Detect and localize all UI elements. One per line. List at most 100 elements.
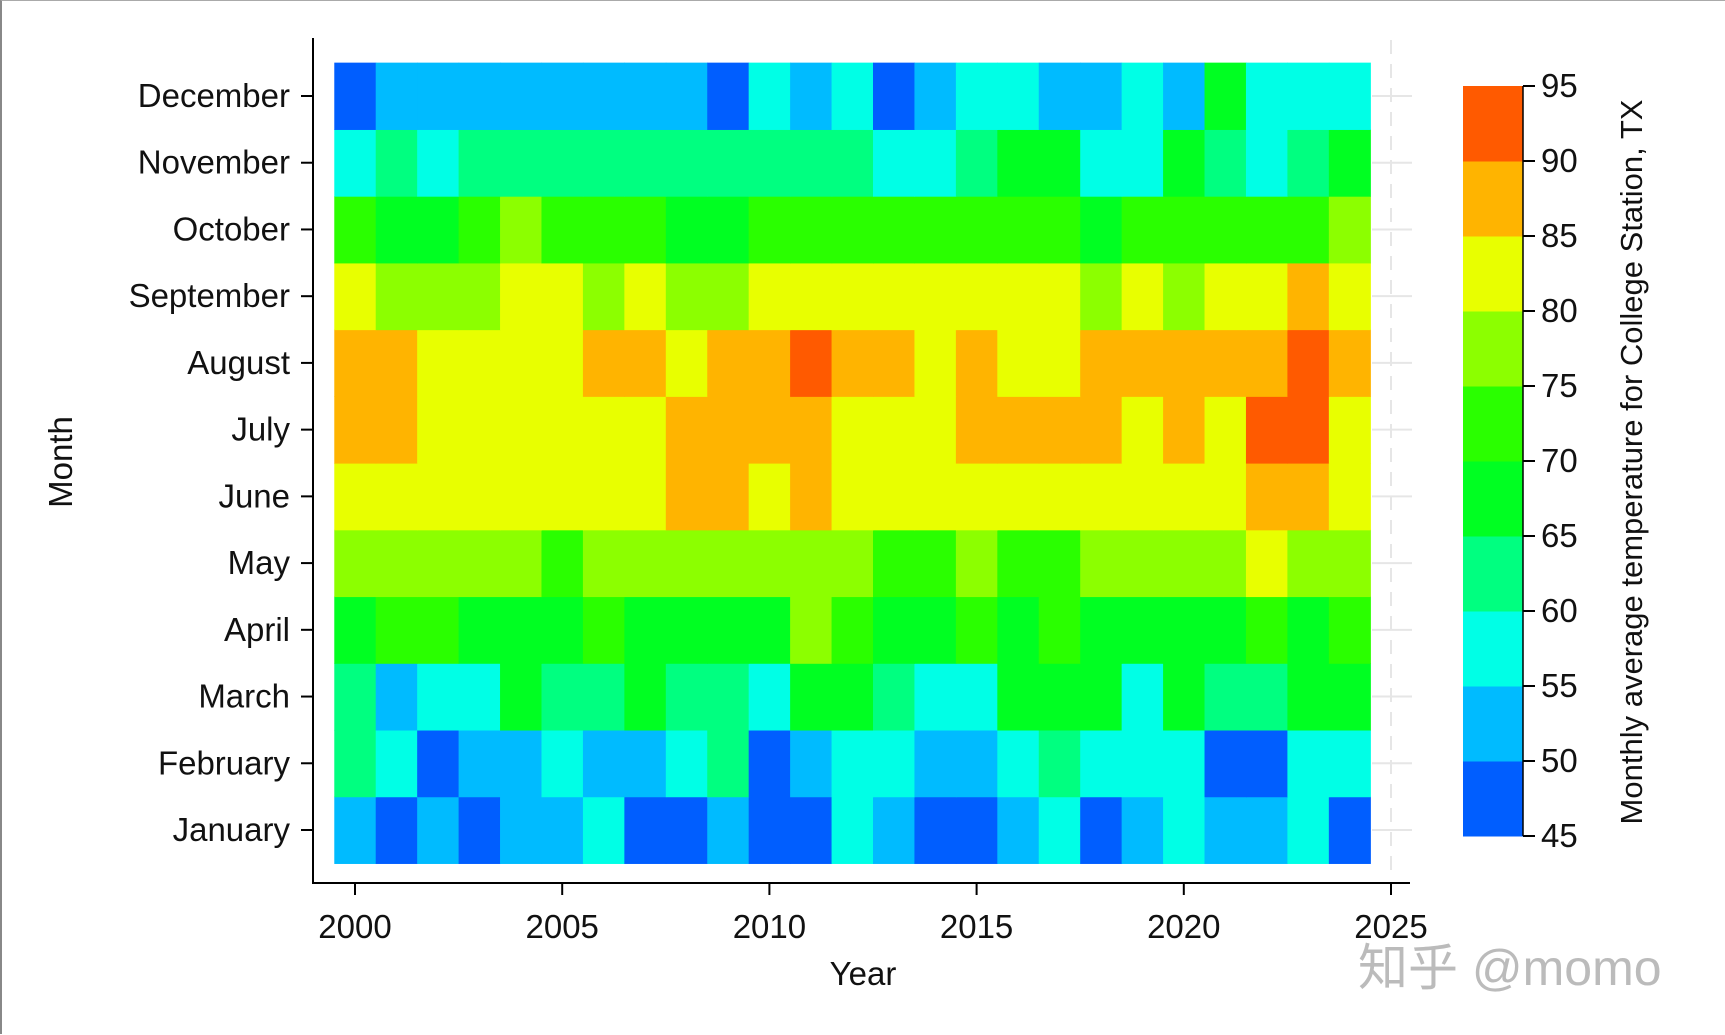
axes (312, 38, 1410, 884)
heatmap-cell: March 2008: 62.5 (665, 663, 708, 731)
heatmap-cell: January 2002: 52.5 (417, 796, 460, 864)
heatmap-cell: August 2021: 87.5 (1204, 329, 1247, 397)
heatmap-cell: June 2003: 82.5 (458, 463, 501, 531)
heatmap-cell: January 2014: 47.5 (914, 796, 957, 864)
y-tick-label-october: October (173, 210, 290, 247)
heatmap-cell: November 2014: 57.5 (914, 129, 957, 197)
heatmap-cell: July 2018: 87.5 (1080, 396, 1123, 464)
x-tick-label: 2005 (525, 908, 598, 945)
heatmap-cell: November 2010: 62.5 (748, 129, 791, 197)
heatmap-cell: September 2008: 77.5 (665, 262, 708, 331)
y-tick-label-march: March (198, 678, 290, 715)
heatmap-cell: May 2008: 77.5 (665, 529, 708, 598)
heatmap-cell: October 2015: 72.5 (955, 196, 998, 264)
heatmap-cell: January 2021: 52.5 (1204, 796, 1247, 864)
colorbar-tick-label: 70 (1541, 442, 1578, 479)
heatmap-cell: August 2017: 82.5 (1038, 329, 1081, 397)
heatmap-cell: February 2011: 52.5 (790, 729, 833, 798)
heatmap-cell: October 2013: 72.5 (873, 196, 916, 264)
heatmap-cell: January 2007: 47.5 (624, 796, 667, 864)
heatmap-cell: May 2001: 77.5 (375, 529, 418, 598)
heatmap-cell: May 2015: 77.5 (955, 529, 998, 598)
heatmap-cell: September 2004: 82.5 (500, 262, 543, 331)
heatmap-cell: July 2021: 82.5 (1204, 396, 1247, 464)
heatmap-cell: January 2019: 52.5 (1121, 796, 1164, 864)
heatmap-cell: July 2001: 87.5 (375, 396, 418, 464)
heatmap-cell: April 2013: 67.5 (873, 596, 916, 664)
heatmap-cell: December 2016: 57.5 (997, 62, 1040, 130)
heatmap-cell: February 2006: 52.5 (582, 729, 625, 798)
heatmap-cell: October 2005: 72.5 (541, 196, 584, 264)
y-tick-label-january: January (173, 811, 291, 848)
colorbar-tick-label: 85 (1541, 217, 1578, 254)
heatmap-cell: August 2014: 82.5 (914, 329, 957, 397)
heatmap-cell: August 2008: 82.5 (665, 329, 708, 397)
heatmap-cell: October 2011: 72.5 (790, 196, 833, 264)
heatmap-cell: November 2015: 62.5 (955, 129, 998, 197)
heatmap-cell: October 2010: 72.5 (748, 196, 791, 264)
y-tick-label-september: September (129, 277, 290, 314)
colorbar-tick-label: 75 (1541, 367, 1578, 404)
heatmap-cell: May 2018: 77.5 (1080, 529, 1123, 598)
heatmap-cell: February 2004: 52.5 (500, 729, 543, 798)
heatmap-cell: August 2024: 87.5 (1328, 329, 1371, 397)
y-tick-label-august: August (187, 344, 290, 381)
heatmap-cell: April 2017: 72.5 (1038, 596, 1081, 664)
heatmap-cell: January 2024: 47.5 (1328, 796, 1371, 864)
heatmap-cell: March 2023: 67.5 (1287, 663, 1330, 731)
heatmap-cell: June 2006: 82.5 (582, 463, 625, 531)
heatmap-cell: January 2004: 52.5 (500, 796, 543, 864)
heatmap-cell: March 2022: 62.5 (1245, 663, 1288, 731)
heatmap-cell: December 2020: 52.5 (1163, 62, 1206, 130)
heatmap-cell: August 2007: 87.5 (624, 329, 667, 397)
heatmap-cell: September 2007: 82.5 (624, 262, 667, 331)
heatmap-cell: June 2007: 82.5 (624, 463, 667, 531)
heatmap-cell: April 2012: 72.5 (831, 596, 874, 664)
heatmap-cell: November 2023: 62.5 (1287, 129, 1330, 197)
heatmap-cell: July 2008: 87.5 (665, 396, 708, 464)
heatmap-cell: January 2016: 52.5 (997, 796, 1040, 864)
heatmap-cell: May 2020: 77.5 (1163, 529, 1206, 598)
heatmap-cell: March 2021: 62.5 (1204, 663, 1247, 731)
heatmap-cell: October 2007: 72.5 (624, 196, 667, 264)
heatmap-cell: October 2003: 72.5 (458, 196, 501, 264)
heatmap-cell: August 2020: 87.5 (1163, 329, 1206, 397)
heatmap-cell: June 2011: 87.5 (790, 463, 833, 531)
heatmap-cell: August 2001: 87.5 (375, 329, 418, 397)
heatmap-cell: December 2021: 67.5 (1204, 62, 1247, 130)
heatmap-cell: November 2021: 62.5 (1204, 129, 1247, 197)
heatmap-cell: May 2011: 77.5 (790, 529, 833, 598)
heatmap-cell: October 2008: 67.5 (665, 196, 708, 264)
heatmap-cell: March 2007: 67.5 (624, 663, 667, 731)
heatmap-cell: March 2019: 57.5 (1121, 663, 1164, 731)
heatmap-cell: December 2003: 52.5 (458, 62, 501, 130)
heatmap-cell: May 2013: 72.5 (873, 529, 916, 598)
heatmap-cell: May 2003: 77.5 (458, 529, 501, 598)
heatmap-cell: September 2013: 82.5 (873, 262, 916, 331)
heatmap-cell: June 2000: 82.5 (334, 463, 377, 531)
heatmap-cell: May 2016: 72.5 (997, 529, 1040, 598)
colorbar-tick-label: 60 (1541, 592, 1578, 629)
heatmap-cell: May 2002: 77.5 (417, 529, 460, 598)
heatmap-cell: October 2024: 77.5 (1328, 196, 1371, 264)
heatmap-cell: May 2005: 72.5 (541, 529, 584, 598)
heatmap-cell: September 2023: 87.5 (1287, 262, 1330, 331)
heatmap-cell: April 2011: 77.5 (790, 596, 833, 664)
heatmap-cell: February 2005: 57.5 (541, 729, 584, 798)
heatmap-cell: July 2013: 82.5 (873, 396, 916, 464)
heatmap-cell: March 2011: 67.5 (790, 663, 833, 731)
heatmap-cell: December 2018: 52.5 (1080, 62, 1123, 130)
heatmap-cell: December 2004: 52.5 (500, 62, 543, 130)
heatmap-cell: June 2005: 82.5 (541, 463, 584, 531)
heatmap-cell: June 2019: 82.5 (1121, 463, 1164, 531)
heatmap-cell: March 2003: 57.5 (458, 663, 501, 731)
heatmap-cell: August 2022: 87.5 (1245, 329, 1288, 397)
y-tick-label-july: July (231, 411, 290, 448)
heatmap-cell: June 2017: 82.5 (1038, 463, 1081, 531)
heatmap-cell: December 2009: 47.5 (707, 62, 750, 130)
heatmap-cell: November 2012: 62.5 (831, 129, 874, 197)
heatmap-cell: February 2024: 57.5 (1328, 729, 1371, 798)
y-tick-label-december: December (138, 77, 290, 114)
heatmap-cell: October 2009: 67.5 (707, 196, 750, 264)
